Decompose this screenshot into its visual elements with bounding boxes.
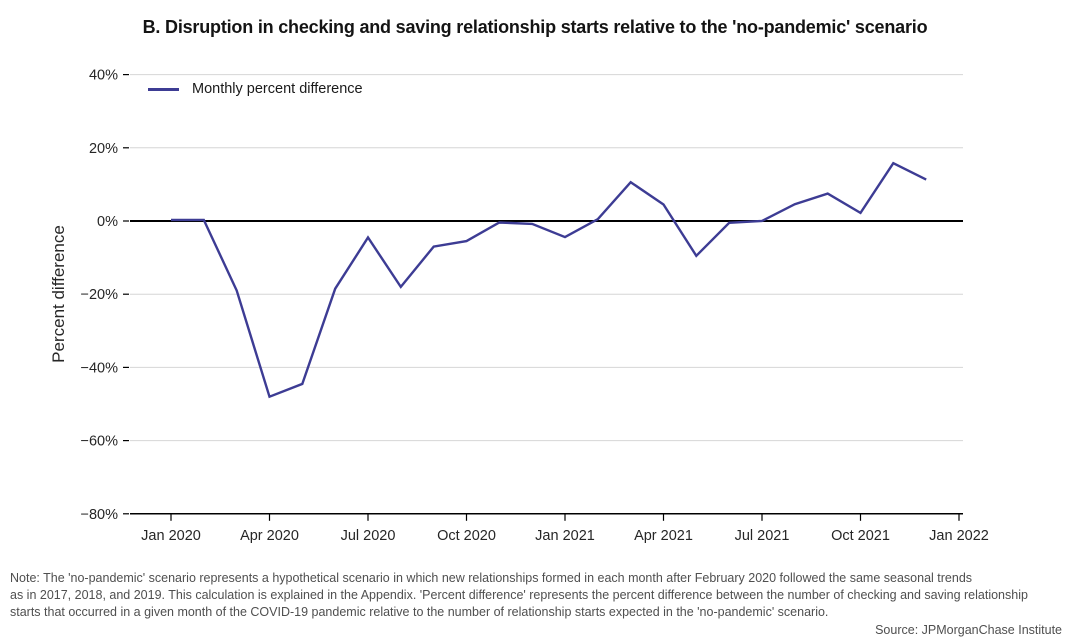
chart-title: B. Disruption in checking and saving rel… bbox=[142, 17, 928, 37]
x-tick-label: Apr 2020 bbox=[240, 528, 299, 544]
footnote: Note: The 'no-pandemic' scenario represe… bbox=[10, 571, 1060, 623]
y-tick-label: 20% bbox=[89, 141, 118, 157]
legend-line-swatch bbox=[148, 87, 179, 91]
x-tick-label: Jan 2022 bbox=[929, 528, 989, 544]
footnote-line: starts that occurred in a given month of… bbox=[10, 605, 829, 619]
x-tick-label: Apr 2021 bbox=[634, 528, 693, 544]
source-credit: Source: JPMorganChase Institute bbox=[875, 623, 1062, 637]
footnote-line: Note: The 'no-pandemic' scenario represe… bbox=[10, 571, 973, 585]
x-tick-label: Oct 2021 bbox=[831, 528, 890, 544]
legend: Monthly percent difference bbox=[148, 81, 363, 97]
y-tick-label: 0% bbox=[97, 214, 118, 230]
x-tick-label: Jan 2020 bbox=[141, 528, 201, 544]
x-tick-label: Oct 2020 bbox=[437, 528, 496, 544]
line-chart: 40% 20% 0% −20% −40% −60% −80% Jan 2020 Apr 2020… bbox=[81, 68, 989, 544]
series-line bbox=[171, 161, 927, 399]
y-tick-label: 40% bbox=[89, 68, 118, 84]
footnote-line: as in 2017, 2018, and 2019. This calcula… bbox=[10, 588, 1028, 602]
y-tick-label: −80% bbox=[81, 507, 119, 523]
x-tick-label: Jan 2021 bbox=[535, 528, 595, 544]
legend-label: Monthly percent difference bbox=[192, 81, 363, 97]
x-tick-label: Jul 2021 bbox=[735, 528, 790, 544]
y-tick-label: −20% bbox=[81, 287, 119, 303]
x-tick-label: Jul 2020 bbox=[341, 528, 396, 544]
y-tick-label: −60% bbox=[81, 434, 119, 450]
y-tick-label: −40% bbox=[81, 360, 119, 376]
